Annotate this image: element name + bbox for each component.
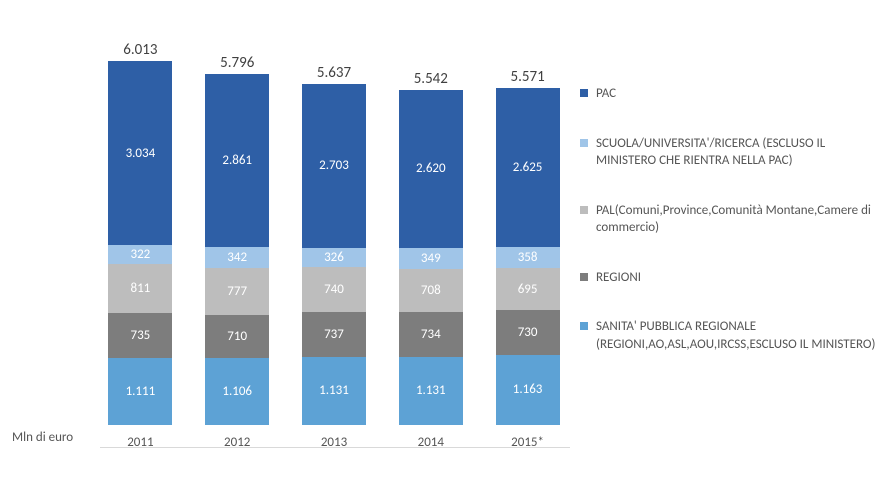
segment-value: 811 xyxy=(131,281,151,296)
bar-total-label: 5.542 xyxy=(414,70,448,88)
legend-label: REGIONI xyxy=(596,269,880,287)
segment-value: 737 xyxy=(324,327,344,342)
legend-label: SANITA' PUBBLICA REGIONALE (REGIONI,AO,A… xyxy=(596,318,880,353)
bar-column: 6.013 3.034 322 811 735 1.111 2011 xyxy=(108,41,173,450)
bar-column: 5.637 2.703 326 740 737 1.131 2013 xyxy=(302,64,367,450)
legend-swatch xyxy=(580,139,588,147)
segment-value: 2.620 xyxy=(416,161,446,176)
legend-item-sanita: SANITA' PUBBLICA REGIONALE (REGIONI,AO,A… xyxy=(580,318,880,353)
bar-stack: 2.703 326 740 737 1.131 xyxy=(302,84,366,425)
plot-area: 6.0133.0343228117351.11120115.7962.86134… xyxy=(100,60,560,450)
segment-value: 322 xyxy=(131,247,151,262)
segment-pal: 811 xyxy=(108,264,172,313)
segment-pal: 708 xyxy=(399,269,463,312)
segment-value: 710 xyxy=(227,329,247,344)
segment-value: 358 xyxy=(518,250,538,265)
segment-value: 1.106 xyxy=(222,384,252,399)
segment-sanita: 1.131 xyxy=(302,357,366,425)
bar-stack: 2.620 349 708 734 1.131 xyxy=(399,90,463,425)
segment-regioni: 735 xyxy=(108,313,172,357)
legend-item-pal: PAL(Comuni,Province,Comunità Montane,Cam… xyxy=(580,202,880,237)
y-axis-label: Mln di euro xyxy=(12,430,73,445)
segment-sanita: 1.111 xyxy=(108,358,172,425)
segment-scuola: 322 xyxy=(108,245,172,264)
segment-scuola: 342 xyxy=(205,247,269,268)
legend: PAC SCUOLA/UNIVERSITA'/RICERCA (ESCLUSO I… xyxy=(580,85,880,353)
segment-regioni: 734 xyxy=(399,312,463,356)
segment-value: 708 xyxy=(421,283,441,298)
segment-scuola: 349 xyxy=(399,248,463,269)
legend-label: PAL(Comuni,Province,Comunità Montane,Cam… xyxy=(596,202,880,237)
legend-swatch xyxy=(580,273,588,281)
segment-pal: 777 xyxy=(205,268,269,315)
legend-item-pac: PAC xyxy=(580,85,880,103)
segment-value: 1.131 xyxy=(319,383,349,398)
segment-value: 740 xyxy=(324,282,344,297)
segment-scuola: 358 xyxy=(496,247,560,269)
legend-label: PAC xyxy=(596,85,880,103)
bar-total-label: 6.013 xyxy=(123,41,157,59)
segment-regioni: 730 xyxy=(496,310,560,354)
segment-value: 1.163 xyxy=(513,382,543,397)
segment-value: 326 xyxy=(324,250,344,265)
bar-column: 5.571 2.625 358 695 730 1.163 2015* xyxy=(495,68,560,450)
stacked-bar-chart: Mln di euro 6.013 3.034 322 811 735 1.111 2011… xyxy=(0,0,887,501)
bar-column: 5.542 2.620 349 708 734 1.131 2014 xyxy=(398,70,463,450)
segment-value: 2.703 xyxy=(319,158,349,173)
legend-swatch xyxy=(580,322,588,330)
bar-total-label: 5.637 xyxy=(317,64,351,82)
segment-pac: 2.620 xyxy=(399,90,463,249)
legend-swatch xyxy=(580,89,588,97)
category-label: 2013 xyxy=(321,435,347,450)
segment-value: 695 xyxy=(518,282,538,297)
segment-value: 342 xyxy=(227,250,247,265)
segment-pal: 695 xyxy=(496,268,560,310)
bar-column: 5.796 2.861 342 777 710 1.106 2012 xyxy=(205,54,270,450)
legend-label: SCUOLA/UNIVERSITA'/RICERCA (ESCLUSO IL M… xyxy=(596,135,880,170)
segment-sanita: 1.131 xyxy=(399,357,463,425)
category-label: 2015* xyxy=(511,435,544,450)
segment-value: 734 xyxy=(421,327,441,342)
legend-item-regioni: REGIONI xyxy=(580,269,880,287)
bar-total-label: 5.571 xyxy=(510,68,544,86)
legend-swatch xyxy=(580,206,588,214)
bar-stack: 3.034 322 811 735 1.111 xyxy=(108,61,172,425)
category-label: 2011 xyxy=(127,435,153,450)
segment-pac: 2.703 xyxy=(302,84,366,248)
segment-scuola: 326 xyxy=(302,248,366,268)
segment-value: 777 xyxy=(227,284,247,299)
segment-pac: 3.034 xyxy=(108,61,172,245)
legend-item-scuola: SCUOLA/UNIVERSITA'/RICERCA (ESCLUSO IL M… xyxy=(580,135,880,170)
segment-value: 735 xyxy=(131,328,151,343)
segment-pac: 2.625 xyxy=(496,88,560,247)
segment-value: 3.034 xyxy=(126,146,156,161)
segment-sanita: 1.163 xyxy=(496,355,560,425)
bar-stack: 2.861 342 777 710 1.106 xyxy=(205,74,269,425)
bar-total-label: 5.796 xyxy=(220,54,254,72)
bar-stack: 2.625 358 695 730 1.163 xyxy=(496,88,560,425)
segment-value: 2.625 xyxy=(513,160,543,175)
segment-regioni: 737 xyxy=(302,312,366,357)
category-label: 2012 xyxy=(224,435,250,450)
segment-value: 1.131 xyxy=(416,383,446,398)
category-label: 2014 xyxy=(418,435,444,450)
segment-pac: 2.861 xyxy=(205,74,269,247)
segment-value: 349 xyxy=(421,251,441,266)
segment-value: 1.111 xyxy=(126,384,156,399)
segment-value: 2.861 xyxy=(222,153,252,168)
segment-regioni: 710 xyxy=(205,315,269,358)
segment-pal: 740 xyxy=(302,267,366,312)
segment-sanita: 1.106 xyxy=(205,358,269,425)
segment-value: 730 xyxy=(518,325,538,340)
